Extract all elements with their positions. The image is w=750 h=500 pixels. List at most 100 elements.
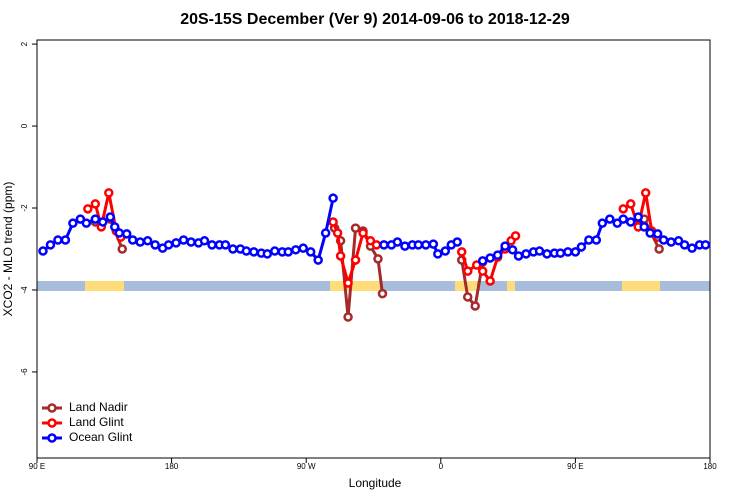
y-axis-label: XCO2 - MLO trend (ppm) — [1, 182, 15, 317]
point — [220, 240, 231, 250]
series-line — [95, 217, 661, 318]
point — [513, 251, 524, 261]
point — [645, 228, 655, 238]
point — [521, 249, 531, 259]
point — [534, 246, 545, 256]
point — [283, 247, 294, 257]
point — [262, 249, 273, 259]
point — [597, 218, 608, 228]
point — [328, 217, 338, 227]
point — [471, 260, 482, 270]
point — [612, 218, 623, 228]
legend-marker — [47, 433, 57, 443]
point — [625, 217, 636, 227]
x-tick-label: 180 — [703, 462, 717, 471]
point — [142, 236, 153, 246]
y-tick-label: 0 — [20, 123, 29, 128]
chart-title: 20S-15S December (Ver 9) 2014-09-06 to 2… — [180, 11, 570, 28]
point — [477, 266, 488, 276]
point — [679, 240, 690, 250]
point — [68, 218, 78, 228]
point — [313, 255, 323, 265]
legend-label: Land Glint — [69, 415, 124, 429]
point — [654, 244, 664, 254]
point — [492, 250, 503, 260]
point — [700, 240, 711, 250]
point — [163, 240, 174, 250]
point — [433, 249, 443, 259]
point — [379, 240, 389, 250]
point — [500, 241, 510, 251]
point — [358, 228, 368, 238]
land-band — [330, 281, 380, 291]
point — [270, 246, 280, 256]
point — [666, 237, 676, 247]
point — [320, 228, 331, 238]
point — [249, 247, 259, 257]
point — [377, 288, 388, 299]
plot-frame — [36, 39, 711, 459]
point — [625, 199, 636, 209]
point — [228, 244, 238, 254]
point — [81, 218, 92, 228]
point — [305, 247, 316, 257]
point — [618, 204, 629, 214]
y-tick-label: -4 — [20, 286, 29, 294]
legend-marker — [47, 418, 57, 428]
point — [171, 238, 181, 248]
point — [365, 236, 376, 246]
point — [105, 212, 116, 222]
series-line — [87, 192, 659, 289]
x-tick-label: 90 E — [29, 462, 45, 471]
point — [462, 266, 473, 276]
point — [38, 246, 48, 256]
point — [618, 214, 629, 224]
point — [477, 256, 488, 266]
point — [298, 243, 308, 253]
x-tick-label: 90 W — [297, 462, 316, 471]
point — [591, 235, 602, 245]
point — [542, 249, 552, 259]
point — [335, 251, 346, 261]
point — [563, 247, 573, 257]
point — [127, 235, 138, 245]
point — [371, 240, 382, 250]
point — [584, 235, 594, 245]
point — [428, 239, 439, 249]
point — [350, 255, 361, 265]
x-axis-label: Longitude — [349, 476, 402, 490]
point — [135, 237, 145, 247]
point — [452, 237, 463, 247]
point — [121, 229, 132, 239]
point — [639, 222, 649, 232]
point — [421, 240, 431, 250]
point — [652, 229, 663, 239]
point — [350, 223, 361, 233]
point — [343, 312, 353, 322]
x-tick-label: 180 — [165, 462, 179, 471]
point — [150, 240, 160, 250]
x-tick-label: 90 E — [567, 462, 583, 471]
point — [555, 248, 566, 258]
point — [485, 253, 495, 263]
point — [186, 237, 196, 247]
land-band — [622, 281, 660, 291]
surface-band — [37, 281, 710, 291]
point — [673, 236, 684, 246]
point — [400, 241, 410, 251]
point — [75, 214, 86, 224]
point — [98, 217, 108, 227]
point — [60, 235, 71, 245]
point — [199, 236, 210, 246]
point — [104, 188, 114, 198]
point — [510, 231, 521, 241]
point — [462, 292, 473, 302]
point — [373, 254, 383, 264]
point — [570, 247, 581, 257]
point — [178, 235, 189, 245]
point — [687, 243, 697, 253]
point — [343, 278, 353, 288]
point — [485, 276, 495, 286]
x-tick-label: 0 — [439, 462, 444, 471]
